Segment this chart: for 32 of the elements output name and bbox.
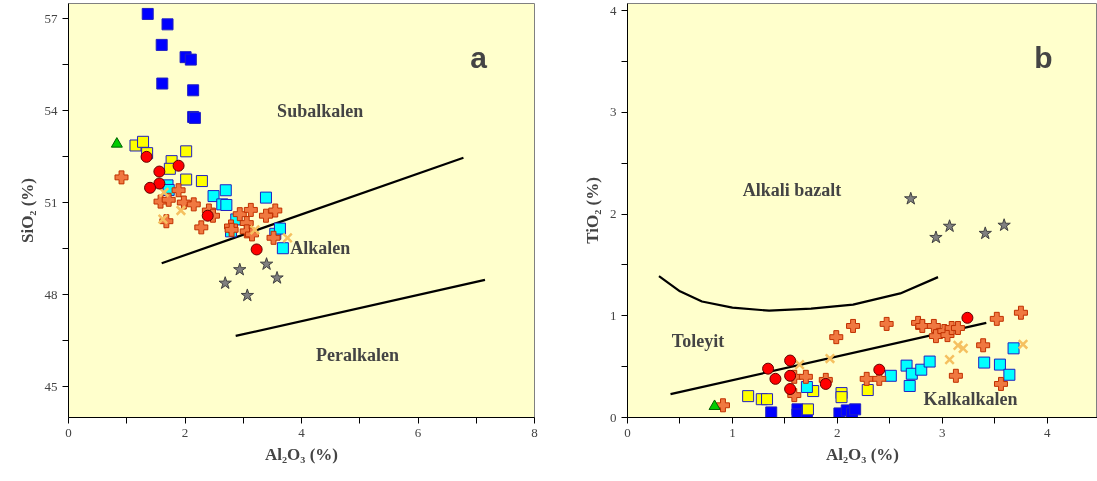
x-tick-label: 1 — [729, 424, 736, 440]
x-tick-label: 2 — [181, 424, 189, 440]
y-tick-label: 51 — [44, 194, 58, 210]
x-tick-label: 0 — [624, 424, 631, 440]
y-tick-label: 54 — [44, 102, 58, 118]
x-axis-title: Al₂O₃ (%) — [265, 444, 339, 464]
y-tick-label: 48 — [44, 286, 58, 302]
y-tick-label: 4 — [610, 2, 617, 18]
y-tick-label: 1 — [610, 307, 617, 323]
y-tick-label: 2 — [610, 206, 617, 222]
y-tick-label: 0 — [610, 409, 617, 425]
y-axis-title: SiO₂ (%) — [17, 177, 37, 244]
x-tick-label: 0 — [65, 424, 72, 440]
y-tick-label: 3 — [610, 104, 617, 120]
annotation: Alkalen — [290, 237, 351, 258]
annotation: Toleyit — [671, 330, 725, 351]
x-tick-label: 4 — [298, 424, 306, 440]
x-tick-label: 4 — [1043, 424, 1051, 440]
x-tick-label: 3 — [938, 424, 946, 440]
annotation: Peralkalen — [315, 345, 399, 366]
annotation: Subalkalen — [277, 101, 364, 122]
y-tick-label: 45 — [44, 378, 58, 394]
annotation: Alkali bazalt — [742, 179, 842, 200]
annotation: a — [470, 40, 488, 74]
x-tick-label: 6 — [414, 424, 422, 440]
x-tick-label: 2 — [834, 424, 841, 440]
x-tick-label: 8 — [531, 424, 538, 440]
y-axis-title: TiO₂ (%) — [583, 177, 602, 244]
x-axis-title: Al₂O₃ (%) — [826, 444, 900, 464]
annotation: Kalkalkalen — [923, 388, 1018, 409]
y-tick-label: 57 — [44, 10, 58, 26]
annotation: b — [1034, 40, 1053, 74]
